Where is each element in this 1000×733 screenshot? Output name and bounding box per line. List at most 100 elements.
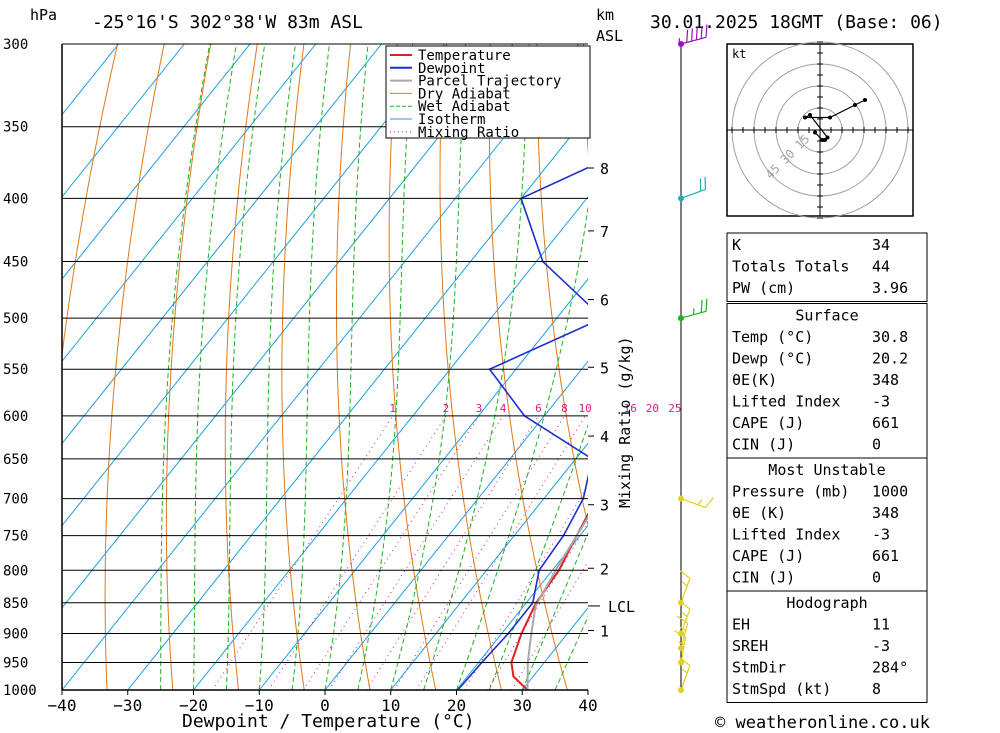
- most-unstable-indices-row-label: Lifted Index: [732, 526, 840, 544]
- legend-entry-label: Isotherm: [418, 112, 485, 128]
- km-tick-label: 1: [600, 622, 609, 640]
- pressure-tick-label: 750: [3, 529, 28, 545]
- wet-adiabat-line: [456, 204, 588, 690]
- wind-barb-flag: [700, 299, 703, 313]
- legend-entry-label: Temperature: [418, 48, 511, 64]
- hodograph-indices-row-value: 284°: [872, 659, 908, 677]
- isotherm-line: [193, 196, 588, 690]
- lcl-label: LCL: [608, 598, 635, 616]
- km-tick-label: 3: [600, 497, 609, 515]
- wind-barb-half-flag: [681, 581, 688, 587]
- pressure-tick-label: 450: [3, 255, 28, 271]
- pressure-tick-label: 700: [3, 492, 28, 508]
- surface-indices-title: Surface: [795, 307, 858, 325]
- wet-adiabat-line: [423, 44, 530, 690]
- general-indices-row-value: 3.96: [872, 279, 908, 297]
- most-unstable-indices-row-label: CAPE (J): [732, 547, 804, 565]
- hodograph-point: [853, 103, 857, 107]
- pressure-tick-label: 350: [3, 120, 28, 136]
- hodograph-point: [808, 113, 812, 117]
- legend-entry-label: Wet Adiabat: [418, 99, 511, 115]
- hodograph-indices-row-value: 11: [872, 616, 890, 634]
- km-tick-label: 6: [600, 292, 609, 310]
- wind-barb-flag: [704, 497, 714, 508]
- parcel-trajectory-series-line: [526, 515, 588, 690]
- dry-adiabat-line: [224, 44, 258, 690]
- most-unstable-indices-title: Most Unstable: [768, 461, 885, 479]
- x-tick-label: 40: [578, 696, 597, 715]
- pressure-tick-label: 800: [3, 563, 28, 579]
- isotherm-line: [258, 278, 588, 690]
- surface-indices-row-label: Lifted Index: [732, 393, 840, 411]
- surface-indices-row-value: 30.8: [872, 328, 908, 346]
- x-axis-title: Dewpoint / Temperature (°C): [182, 711, 475, 732]
- dry-adiabat-line: [388, 44, 437, 690]
- wind-barb-flag: [686, 29, 689, 43]
- wind-barb-flag: [679, 600, 691, 610]
- most-unstable-indices-box: [726, 457, 928, 592]
- wind-barb-half-flag: [681, 668, 688, 674]
- dry-adiabat-line: [956, 44, 1000, 690]
- wet-adiabat-line: [357, 44, 414, 690]
- wind-barb-flag: [705, 298, 708, 312]
- wind-barb-flag: [679, 570, 691, 579]
- legend-entry-label: Mixing Ratio: [418, 125, 519, 141]
- wind-barb-shaft: [680, 578, 691, 604]
- hodograph-point: [803, 115, 807, 120]
- surface-indices-row-label: θE(K): [732, 371, 777, 389]
- dry-adiabat-line: [62, 44, 119, 359]
- wet-adiabat-line: [521, 531, 588, 690]
- mixing-ratio-line: [463, 484, 588, 690]
- wind-barb-shaft: [680, 498, 706, 509]
- surface-indices-box: [726, 303, 928, 459]
- hodograph-indices-row-value: 8: [872, 680, 881, 698]
- wind-barb-flag: [691, 28, 693, 42]
- x-tick-label: 10: [381, 696, 400, 715]
- pressure-tick-label: 1000: [3, 683, 37, 699]
- hodograph-indices-row-value: -3: [872, 637, 890, 655]
- surface-indices-row-label: CAPE (J): [732, 414, 804, 432]
- isotherm-line: [62, 44, 317, 363]
- hodograph-point: [813, 130, 817, 135]
- dry-adiabat-line: [336, 44, 371, 690]
- pressure-tick-label: 500: [3, 311, 28, 327]
- temperature-series-line: [510, 512, 588, 690]
- km-unit-label: km: [596, 6, 614, 24]
- km-tick-label: 2: [600, 560, 609, 578]
- isotherm-line: [62, 44, 580, 690]
- pressure-tick-label: 950: [3, 655, 28, 671]
- general-indices-box: [726, 232, 928, 302]
- x-tick-label: −10: [245, 696, 274, 715]
- wind-barb-shaft: [680, 665, 691, 691]
- mixing-ratio-label: 2: [443, 402, 450, 415]
- mixing-ratio-label: 10: [579, 402, 592, 415]
- km-tick-label: 4: [600, 428, 609, 446]
- hodograph-point: [828, 115, 832, 120]
- wind-barb-shaft: [680, 188, 706, 199]
- wet-adiabat-line: [258, 44, 296, 690]
- pressure-tick-label: 850: [3, 596, 28, 612]
- pressure-tick-label: 400: [3, 191, 28, 207]
- wind-barb-flag: [679, 657, 691, 667]
- mixing-ratio-label: 25: [668, 402, 681, 415]
- pressure-tick-label: 600: [3, 409, 28, 425]
- copyright-footer: © weatheronline.co.uk: [715, 713, 930, 733]
- hodograph-unit-label: kt: [732, 47, 746, 61]
- legend-box: [385, 45, 591, 139]
- mixing-ratio-line: [366, 415, 539, 690]
- location-title: -25°16'S 302°38'W 83m ASL: [92, 12, 363, 33]
- hodograph-indices-row-label: EH: [732, 616, 750, 634]
- mixing-ratio-line: [328, 415, 504, 690]
- isotherm-line: [62, 44, 251, 280]
- wind-barb-half-flag: [681, 612, 688, 618]
- pressure-unit-label: hPa: [30, 6, 57, 24]
- legend-entry-label: Parcel Trajectory: [418, 74, 561, 90]
- x-tick-label: −30: [113, 696, 142, 715]
- km-height-axis: 8 7 6 5 4 3 2 1 LCL: [588, 160, 635, 640]
- mixing-ratio-label: 20: [646, 402, 659, 415]
- most-unstable-indices-row-value: 1000: [872, 483, 908, 501]
- wet-adiabat-line: [193, 44, 237, 690]
- most-unstable-indices-row-value: -3: [872, 526, 890, 544]
- wind-barb-shaft: [680, 36, 707, 45]
